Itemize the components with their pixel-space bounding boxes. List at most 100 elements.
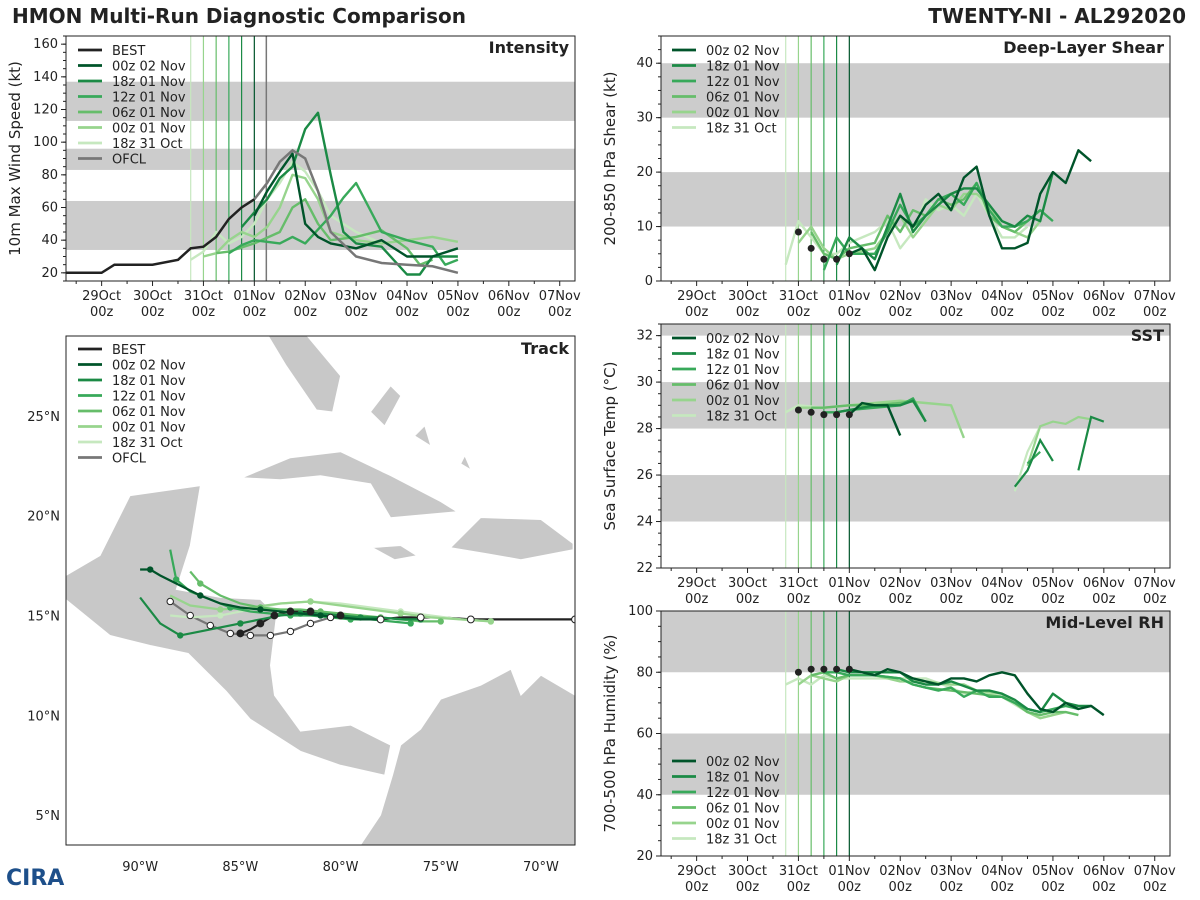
shear-best-point [845,250,853,258]
rh-band [661,611,1170,673]
track-ofcl-point [246,631,255,640]
sst-xtick-hour: 00z [685,592,709,607]
sst-band [661,475,1170,522]
sst-xtick-day: 31Oct [779,576,818,591]
rh-best-point [845,665,853,673]
shear-xtick-day: 06Nov [1083,289,1125,304]
sst-band [661,324,1170,336]
sst-ytick-label: 28 [636,422,653,437]
intensity-xtick-day: 02Nov [284,289,326,304]
sst-xtick-day: 06Nov [1083,576,1125,591]
shear-xtick-hour: 00z [939,305,963,320]
rh-best-point [794,668,802,676]
rh-xtick-hour: 00z [685,880,709,895]
track-series-point [217,612,224,619]
rh-legend-label: 12z 01 Nov [706,786,780,801]
track-series-point [487,618,495,625]
sst-best-point [845,411,853,419]
track-series-point [437,618,444,625]
shear-ytick-label: 40 [636,56,653,71]
intensity-xtick-day: 05Nov [437,289,479,304]
sst-xtick-hour: 00z [838,592,862,607]
sst-series-line [848,401,902,436]
intensity-band [66,81,575,121]
page-title-left: HMON Multi-Run Diagnostic Comparison [12,4,466,28]
intensity-ytick-label: 80 [41,168,58,183]
rh-xtick-day: 06Nov [1083,864,1125,879]
shear-ylabel: 200-850 hPa Shear (kt) [601,72,619,246]
intensity-xtick-day: 03Nov [335,289,377,304]
track-land [449,517,574,561]
track-ytick-label: 5°N [36,809,61,824]
track-ofcl-point [326,613,335,622]
rh-legend-label: 00z 02 Nov [706,755,780,770]
intensity-series-line [253,152,459,258]
shear-band [661,172,1170,227]
rh-xtick-hour: 00z [939,880,963,895]
track-series-line [139,596,421,637]
track-land [267,336,341,413]
track-panel-title: Track [521,339,569,358]
intensity-xtick-hour: 00z [192,305,216,320]
rh-series-line [849,668,1105,717]
rh-xtick-hour: 00z [1092,880,1116,895]
track-plot-area [66,336,575,845]
shear-xtick-day: 03Nov [930,289,972,304]
track-ytick-label: 15°N [27,609,60,624]
sst-xtick-day: 02Nov [879,576,921,591]
page-title-right: TWENTY-NI - AL292020 [928,4,1186,28]
sst-ytick-label: 30 [636,375,653,390]
intensity-xtick-hour: 00z [446,305,470,320]
intensity-xtick-hour: 00z [344,305,368,320]
sst-panel: 22242628303229Oct00z30Oct00z31Oct00z01No… [601,323,1176,607]
intensity-band [66,148,575,170]
rh-plot-area [661,611,1170,856]
shear-xtick-day: 29Oct [677,289,716,304]
shear-legend-label: 00z 01 Nov [706,106,780,121]
rh-xtick-day: 07Nov [1134,864,1176,879]
sst-frame [660,323,1171,569]
intensity-ytick-label: 20 [41,266,58,281]
track-land [242,451,459,519]
track-ofcl-point [286,627,295,636]
intensity-panel-title: Intensity [489,38,570,57]
track-best-point [286,607,295,616]
track-best-point [306,607,315,616]
shear-xtick-hour: 00z [787,305,811,320]
intensity-ytick-label: 100 [33,135,58,150]
intensity-xtick-hour: 00z [395,305,419,320]
shear-xtick-day: 02Nov [879,289,921,304]
shear-panel: 01020304029Oct00z30Oct00z31Oct00z01Nov00… [601,35,1176,320]
sst-ytick-label: 26 [636,468,653,483]
cira-logo: CIRA [6,866,65,891]
sst-xtick-hour: 00z [1143,592,1167,607]
track-frame [65,335,576,846]
track-series-point [237,620,244,627]
rh-series-line [810,671,1079,717]
rh-xtick-hour: 00z [1143,880,1167,895]
intensity-legend-label: 18z 01 Nov [112,75,186,90]
sst-xtick-hour: 00z [1092,592,1116,607]
track-series-point [397,610,404,617]
shear-xtick-hour: 00z [736,305,760,320]
intensity-xtick-day: 29Oct [82,289,121,304]
shear-panel-title: Deep-Layer Shear [1003,38,1164,57]
track-xtick-label: 90°W [122,860,158,875]
sst-series-segment [1026,415,1092,467]
rh-xtick-day: 03Nov [930,864,972,879]
intensity-ytick-label: 160 [33,37,58,52]
shear-xtick-hour: 00z [1092,305,1116,320]
intensity-xtick-hour: 00z [548,305,572,320]
rh-ytick-label: 60 [636,727,653,742]
rh-legend-label: 06z 01 Nov [706,802,780,817]
track-series-point [317,612,324,619]
shear-xtick-hour: 00z [685,305,709,320]
rh-legend-label: 18z 31 Oct [706,833,777,848]
track-legend-label: BEST [112,343,145,358]
intensity-ytick-label: 60 [41,201,58,216]
sst-legend-label: 06z 01 Nov [706,379,780,394]
intensity-xtick-day: 07Nov [539,289,581,304]
track-ytick-label: 20°N [27,510,60,525]
